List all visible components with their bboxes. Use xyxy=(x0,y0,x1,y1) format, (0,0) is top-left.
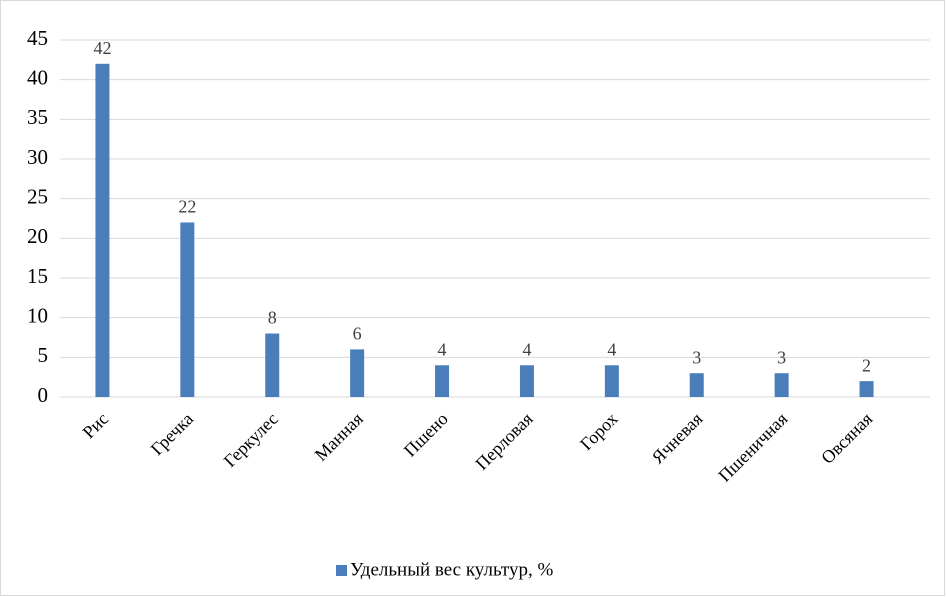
data-label: 22 xyxy=(178,197,196,217)
y-tick-label: 35 xyxy=(27,105,48,129)
y-tick-label: 20 xyxy=(27,224,48,248)
bar xyxy=(689,373,704,397)
data-label: 6 xyxy=(353,324,362,344)
bar xyxy=(95,63,110,398)
bar xyxy=(519,365,534,397)
data-label: 4 xyxy=(438,339,447,359)
y-tick-label: 30 xyxy=(27,145,48,169)
bar xyxy=(350,349,365,397)
legend-swatch xyxy=(336,565,347,576)
bar xyxy=(435,365,450,397)
y-tick-label: 0 xyxy=(38,383,49,407)
y-tick-label: 40 xyxy=(27,65,48,89)
legend-label: Удельный вес культур, % xyxy=(350,559,553,580)
data-label: 3 xyxy=(777,347,786,367)
bar xyxy=(859,381,874,397)
bar xyxy=(180,222,195,397)
y-tick-label: 5 xyxy=(38,343,49,367)
bar xyxy=(604,365,619,397)
y-tick-label: 10 xyxy=(27,303,48,327)
data-label: 2 xyxy=(862,355,871,375)
bar xyxy=(774,373,789,397)
bar xyxy=(265,333,280,397)
data-label: 4 xyxy=(607,339,616,359)
y-tick-label: 45 xyxy=(27,26,48,50)
data-label: 4 xyxy=(522,339,531,359)
y-tick-label: 25 xyxy=(27,184,48,208)
y-tick-label: 15 xyxy=(27,264,48,288)
data-label: 42 xyxy=(93,38,111,58)
data-label: 8 xyxy=(268,308,277,328)
data-label: 3 xyxy=(692,347,701,367)
